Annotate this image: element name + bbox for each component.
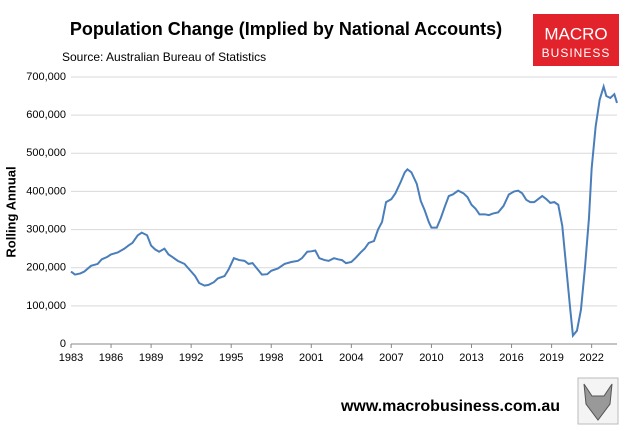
x-tick-label: 1992 bbox=[179, 352, 203, 364]
chart-subtitle: Source: Australian Bureau of Statistics bbox=[62, 50, 266, 64]
chart-title: Population Change (Implied by National A… bbox=[70, 19, 502, 39]
x-tick-label: 2022 bbox=[579, 352, 603, 364]
y-tick-label: 100,000 bbox=[26, 300, 66, 312]
x-tick-label: 1983 bbox=[59, 352, 83, 364]
logo-text: BUSINESS bbox=[542, 46, 611, 60]
x-tick-label: 1989 bbox=[139, 352, 163, 364]
y-tick-label: 400,000 bbox=[26, 185, 66, 197]
y-tick-label: 0 bbox=[60, 338, 66, 350]
y-tick-label: 300,000 bbox=[26, 223, 66, 235]
y-tick-label: 700,000 bbox=[26, 71, 66, 83]
x-tick-label: 2013 bbox=[459, 352, 483, 364]
x-tick-label: 1998 bbox=[259, 352, 283, 364]
y-tick-label: 600,000 bbox=[26, 109, 66, 121]
wolf-icon bbox=[577, 377, 619, 425]
x-tick-label: 1986 bbox=[99, 352, 123, 364]
x-tick-label: 2004 bbox=[339, 352, 363, 364]
y-axis-label: Rolling Annual bbox=[3, 166, 18, 257]
y-tick-label: 200,000 bbox=[26, 262, 66, 274]
logo-text: MACRO bbox=[544, 24, 607, 43]
x-tick-label: 1995 bbox=[219, 352, 243, 364]
x-tick-label: 2019 bbox=[539, 352, 563, 364]
x-tick-label: 2016 bbox=[499, 352, 523, 364]
x-tick-label: 2010 bbox=[419, 352, 443, 364]
x-tick-label: 2001 bbox=[299, 352, 323, 364]
footer: www.macrobusiness.com.au bbox=[340, 398, 560, 415]
line bbox=[70, 82, 618, 339]
y-tick-label: 500,000 bbox=[26, 147, 66, 159]
x-tick-label: 2007 bbox=[379, 352, 403, 364]
logo-box bbox=[533, 14, 619, 66]
